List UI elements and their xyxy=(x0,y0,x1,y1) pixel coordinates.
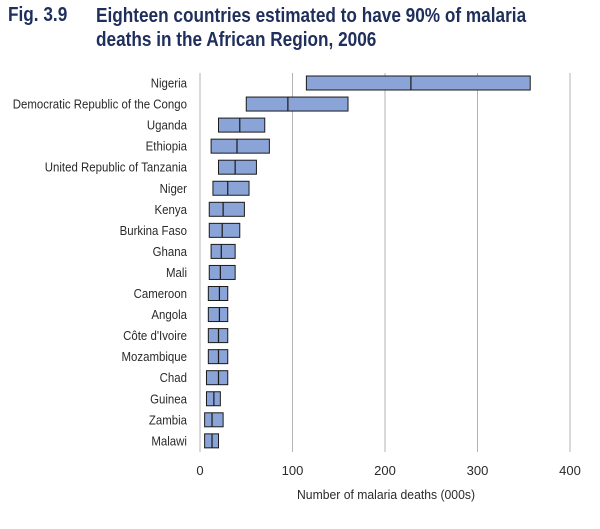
figure-title: Eighteen countries estimated to have 90%… xyxy=(96,5,527,51)
range-bars xyxy=(204,75,531,449)
category-label: Côte d'Ivoire xyxy=(123,328,187,343)
range-bar xyxy=(218,117,266,133)
range-bar xyxy=(305,75,531,91)
category-label: Malawi xyxy=(151,433,187,448)
category-label: Zambia xyxy=(149,412,188,427)
range-bar xyxy=(210,243,236,259)
range-bar xyxy=(245,96,349,112)
range-bar xyxy=(204,412,224,428)
category-label: Ghana xyxy=(153,244,188,259)
range-bar xyxy=(208,264,236,280)
x-tick-label: 300 xyxy=(467,463,489,478)
x-tick-label: 100 xyxy=(282,463,304,478)
category-label: Mozambique xyxy=(121,349,187,364)
x-axis-title: Number of malaria deaths (000s) xyxy=(297,487,475,502)
x-tick-label: 0 xyxy=(196,463,203,478)
category-label: Democratic Republic of the Congo xyxy=(13,97,187,112)
category-label: Angola xyxy=(151,307,187,322)
gridlines xyxy=(199,73,571,452)
category-label: Chad xyxy=(160,370,187,385)
category-label: Niger xyxy=(160,181,188,196)
x-tick-label: 400 xyxy=(559,463,581,478)
category-label: United Republic of Tanzania xyxy=(45,160,188,175)
category-label: Ethiopia xyxy=(146,139,188,154)
range-bar xyxy=(205,370,229,386)
x-tick-label: 200 xyxy=(374,463,396,478)
range-bar xyxy=(207,286,229,301)
range-bar xyxy=(207,307,229,323)
range-bar xyxy=(212,180,250,196)
range-bar xyxy=(218,159,257,175)
range-bar xyxy=(208,201,245,217)
category-label: Uganda xyxy=(147,118,188,133)
range-bar xyxy=(208,222,241,238)
x-tick-labels: 0 100 200 300 400 xyxy=(196,463,580,478)
category-labels: Nigeria Democratic Republic of the Congo U… xyxy=(13,76,188,449)
range-bar xyxy=(210,138,270,154)
category-label: Kenya xyxy=(155,202,188,217)
category-label: Burkina Faso xyxy=(120,223,187,238)
category-label: Guinea xyxy=(150,391,188,406)
figure-number: Fig. 3.9 xyxy=(8,4,68,26)
category-label: Mali xyxy=(166,265,187,280)
category-label: Nigeria xyxy=(151,76,188,91)
category-label: Cameroon xyxy=(134,286,187,301)
